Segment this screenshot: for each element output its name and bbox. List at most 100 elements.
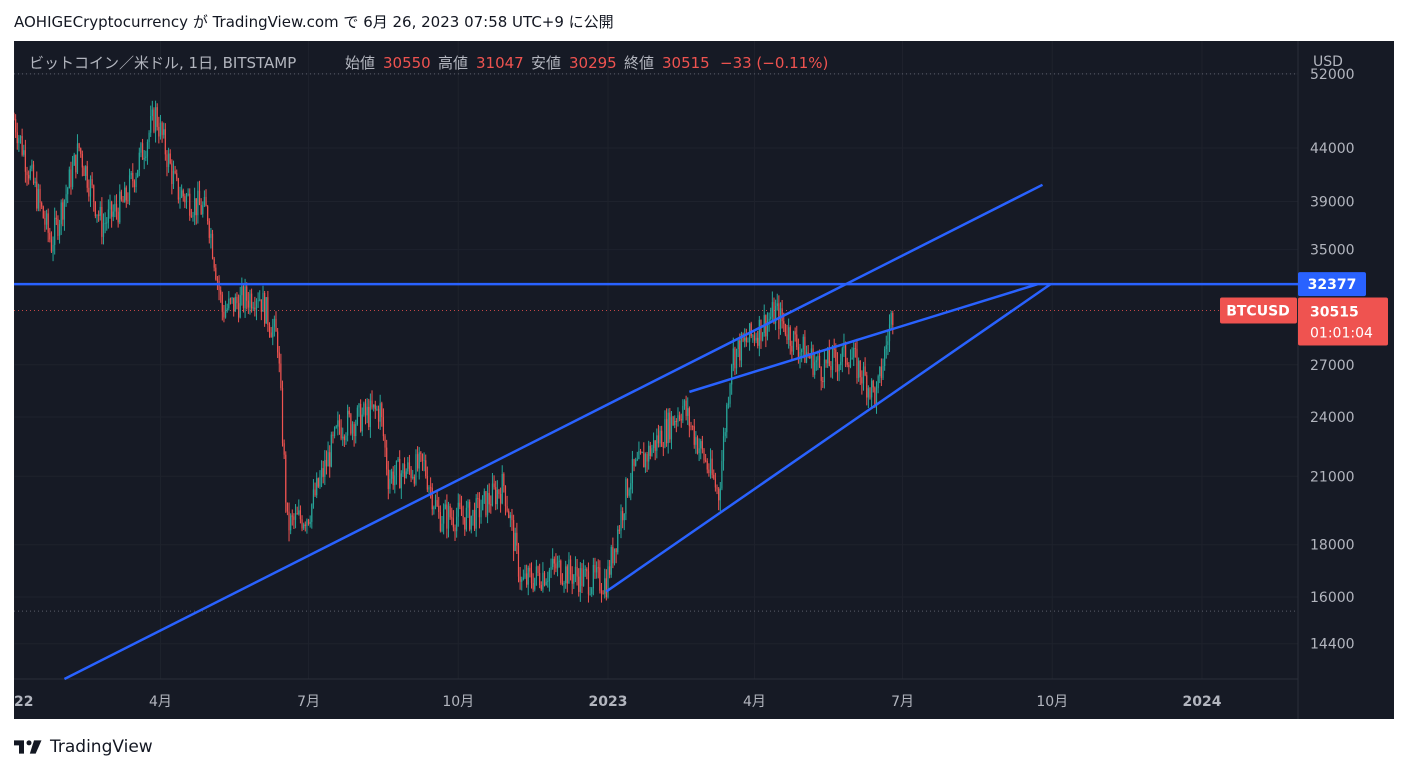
- candle-body: [390, 471, 393, 479]
- candle-body: [470, 515, 472, 530]
- candle-body: [517, 545, 520, 577]
- candle-body: [571, 574, 573, 584]
- candle-body: [109, 201, 111, 210]
- candle-body: [194, 198, 196, 216]
- candle-body: [524, 573, 526, 578]
- candle-body: [270, 332, 272, 338]
- candle-body: [451, 517, 453, 519]
- candle-body: [830, 365, 832, 371]
- candle-body: [106, 222, 108, 224]
- candle-body: [273, 318, 275, 327]
- candle-body: [651, 448, 653, 456]
- candle-body: [493, 483, 495, 488]
- candle-body: [667, 412, 669, 444]
- candle-body: [14, 118, 15, 120]
- candle-body: [456, 516, 458, 532]
- candle-body: [543, 572, 546, 586]
- candle-body: [825, 359, 827, 364]
- candle-body: [229, 298, 232, 300]
- candle-body: [498, 489, 500, 494]
- candle-body: [133, 181, 136, 188]
- legend-symbol: ビットコイン／米ドル, 1日, BITSTAMP: [29, 54, 296, 72]
- candle-body: [200, 204, 202, 215]
- candle-body: [849, 359, 852, 368]
- chart-area[interactable]: 52000 44000 39000 35000 27000 24000 21000 18000…: [14, 41, 1394, 719]
- candle-body: [812, 348, 814, 375]
- candle-body: [314, 489, 316, 496]
- candle-body: [169, 153, 171, 164]
- candle-body: [83, 167, 85, 176]
- candle-body: [107, 209, 109, 223]
- candle-body: [503, 474, 505, 486]
- candle-body: [410, 468, 412, 478]
- candle-body: [184, 196, 186, 203]
- candle-body: [99, 206, 101, 216]
- candle-body: [678, 415, 681, 420]
- candle-body: [475, 498, 477, 529]
- candle-body: [161, 122, 163, 135]
- candle-body: [677, 415, 679, 423]
- trend-line: [688, 282, 1038, 394]
- btc-chart[interactable]: 52000 44000 39000 35000 27000 24000 21000 18000…: [14, 41, 1394, 719]
- candle-body: [262, 292, 264, 312]
- candle-body: [141, 143, 144, 160]
- candle-body: [633, 459, 635, 466]
- candle-body: [648, 445, 650, 462]
- candle-body: [192, 215, 194, 217]
- candle-body: [176, 173, 178, 179]
- trend-line: [63, 183, 1044, 681]
- candle-body: [734, 348, 736, 369]
- candle-body: [335, 426, 337, 428]
- candle-body: [499, 493, 502, 504]
- candle-body: [683, 400, 686, 406]
- candle-body: [154, 107, 157, 132]
- candle-body: [195, 198, 197, 216]
- time-tick-label: 7月: [891, 694, 914, 710]
- candle-body: [94, 201, 96, 217]
- candle-body: [177, 178, 179, 200]
- candle-body: [460, 506, 463, 516]
- candle-body: [179, 197, 181, 200]
- candle-body: [547, 581, 549, 582]
- candle-body: [599, 567, 601, 591]
- candle-body: [320, 468, 323, 478]
- candle-body: [299, 510, 302, 520]
- candle-body: [573, 575, 575, 584]
- time-tick-label: 4月: [743, 694, 766, 710]
- candle-body: [786, 334, 788, 340]
- candle-body: [264, 292, 266, 324]
- candle-body: [797, 347, 799, 358]
- candle-body: [309, 521, 311, 524]
- candle-body: [322, 468, 324, 477]
- candle-body: [294, 513, 297, 520]
- candle-body: [659, 430, 661, 444]
- candle-body: [657, 435, 660, 444]
- legend-open: 30550: [383, 54, 431, 72]
- candle-body: [542, 572, 544, 590]
- candle-body: [854, 348, 856, 349]
- candle-body: [558, 560, 560, 562]
- candle-body: [101, 206, 103, 237]
- candle-body: [76, 143, 79, 173]
- legend-close-label: 終値: [624, 54, 654, 72]
- candle-body: [132, 172, 134, 182]
- candle-body: [771, 302, 773, 317]
- candle-body: [218, 280, 220, 291]
- candle-body: [719, 488, 721, 501]
- time-tick-label: 4月: [149, 694, 172, 710]
- candle-body: [693, 426, 695, 445]
- candle-body: [582, 569, 585, 586]
- candle-body: [861, 377, 863, 384]
- candle-body: [506, 506, 508, 511]
- candle-body: [49, 232, 51, 240]
- candle-body: [530, 571, 533, 583]
- candle-body: [65, 194, 67, 201]
- candle-body: [721, 460, 723, 489]
- candle-body: [21, 136, 23, 155]
- candle-body: [682, 405, 684, 421]
- candle-body: [596, 567, 598, 573]
- legend-change: −33 (−0.11%): [720, 54, 828, 72]
- candle-body: [843, 342, 845, 349]
- candle-body: [708, 469, 710, 473]
- candle-body: [67, 188, 69, 195]
